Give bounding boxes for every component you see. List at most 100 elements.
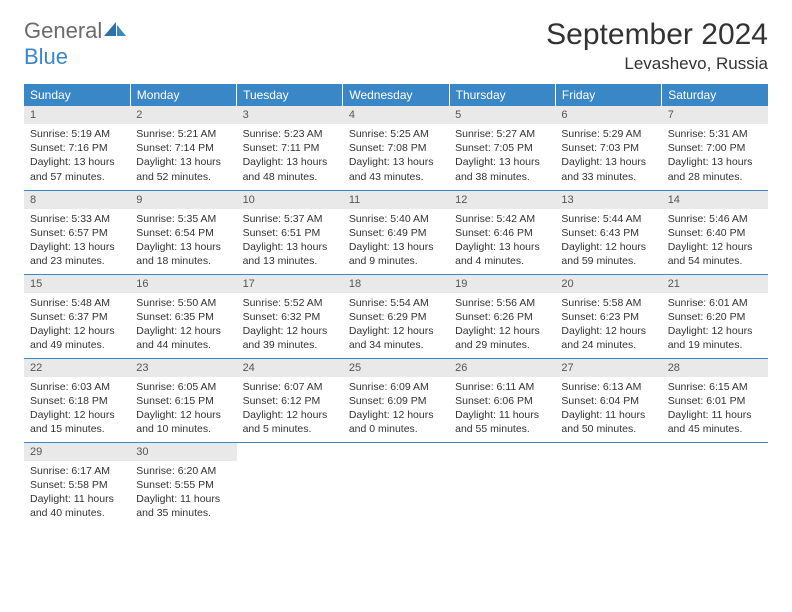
weekday-header: Saturday (662, 84, 768, 106)
day-content: Sunrise: 5:54 AMSunset: 6:29 PMDaylight:… (343, 293, 449, 357)
day-content: Sunrise: 6:01 AMSunset: 6:20 PMDaylight:… (662, 293, 768, 357)
calendar-cell: 4Sunrise: 5:25 AMSunset: 7:08 PMDaylight… (343, 106, 449, 190)
day-content: Sunrise: 5:50 AMSunset: 6:35 PMDaylight:… (130, 293, 236, 357)
day-number: 10 (237, 191, 343, 209)
day-number: 14 (662, 191, 768, 209)
day-content: Sunrise: 5:40 AMSunset: 6:49 PMDaylight:… (343, 209, 449, 273)
calendar-cell: 18Sunrise: 5:54 AMSunset: 6:29 PMDayligh… (343, 274, 449, 358)
day-number: 19 (449, 275, 555, 293)
calendar-cell: 8Sunrise: 5:33 AMSunset: 6:57 PMDaylight… (24, 190, 130, 274)
calendar-cell: 24Sunrise: 6:07 AMSunset: 6:12 PMDayligh… (237, 358, 343, 442)
calendar-cell: 7Sunrise: 5:31 AMSunset: 7:00 PMDaylight… (662, 106, 768, 190)
calendar-cell: 30Sunrise: 6:20 AMSunset: 5:55 PMDayligh… (130, 442, 236, 526)
calendar-table: SundayMondayTuesdayWednesdayThursdayFrid… (24, 84, 768, 526)
calendar-row: 1Sunrise: 5:19 AMSunset: 7:16 PMDaylight… (24, 106, 768, 190)
calendar-cell: 11Sunrise: 5:40 AMSunset: 6:49 PMDayligh… (343, 190, 449, 274)
day-content: Sunrise: 6:15 AMSunset: 6:01 PMDaylight:… (662, 377, 768, 441)
day-content: Sunrise: 5:42 AMSunset: 6:46 PMDaylight:… (449, 209, 555, 273)
day-number: 8 (24, 191, 130, 209)
day-content: Sunrise: 5:21 AMSunset: 7:14 PMDaylight:… (130, 124, 236, 188)
day-content: Sunrise: 6:20 AMSunset: 5:55 PMDaylight:… (130, 461, 236, 525)
logo-text-general: General (24, 18, 102, 43)
calendar-cell: 2Sunrise: 5:21 AMSunset: 7:14 PMDaylight… (130, 106, 236, 190)
day-number: 26 (449, 359, 555, 377)
day-content: Sunrise: 5:33 AMSunset: 6:57 PMDaylight:… (24, 209, 130, 273)
day-number: 28 (662, 359, 768, 377)
calendar-cell: .. (555, 442, 661, 526)
calendar-cell: 29Sunrise: 6:17 AMSunset: 5:58 PMDayligh… (24, 442, 130, 526)
day-content: Sunrise: 5:37 AMSunset: 6:51 PMDaylight:… (237, 209, 343, 273)
day-number: 15 (24, 275, 130, 293)
calendar-cell: 9Sunrise: 5:35 AMSunset: 6:54 PMDaylight… (130, 190, 236, 274)
calendar-cell: 1Sunrise: 5:19 AMSunset: 7:16 PMDaylight… (24, 106, 130, 190)
calendar-body: 1Sunrise: 5:19 AMSunset: 7:16 PMDaylight… (24, 106, 768, 526)
day-number: 23 (130, 359, 236, 377)
day-number: 30 (130, 443, 236, 461)
calendar-cell: 19Sunrise: 5:56 AMSunset: 6:26 PMDayligh… (449, 274, 555, 358)
header: General Blue September 2024 Levashevo, R… (24, 18, 768, 74)
day-number: 4 (343, 106, 449, 124)
calendar-cell: 5Sunrise: 5:27 AMSunset: 7:05 PMDaylight… (449, 106, 555, 190)
day-number: 7 (662, 106, 768, 124)
day-content: Sunrise: 6:07 AMSunset: 6:12 PMDaylight:… (237, 377, 343, 441)
day-number: 16 (130, 275, 236, 293)
day-number: 24 (237, 359, 343, 377)
calendar-cell: 21Sunrise: 6:01 AMSunset: 6:20 PMDayligh… (662, 274, 768, 358)
day-number: 12 (449, 191, 555, 209)
day-number: 21 (662, 275, 768, 293)
day-number: 9 (130, 191, 236, 209)
day-content: Sunrise: 5:23 AMSunset: 7:11 PMDaylight:… (237, 124, 343, 188)
logo-sail-icon (102, 20, 128, 38)
calendar-cell: 10Sunrise: 5:37 AMSunset: 6:51 PMDayligh… (237, 190, 343, 274)
calendar-cell: 17Sunrise: 5:52 AMSunset: 6:32 PMDayligh… (237, 274, 343, 358)
calendar-cell: 25Sunrise: 6:09 AMSunset: 6:09 PMDayligh… (343, 358, 449, 442)
weekday-header: Tuesday (237, 84, 343, 106)
day-content: Sunrise: 5:56 AMSunset: 6:26 PMDaylight:… (449, 293, 555, 357)
weekday-header: Wednesday (343, 84, 449, 106)
weekday-header-row: SundayMondayTuesdayWednesdayThursdayFrid… (24, 84, 768, 106)
calendar-cell: 15Sunrise: 5:48 AMSunset: 6:37 PMDayligh… (24, 274, 130, 358)
day-content: Sunrise: 5:29 AMSunset: 7:03 PMDaylight:… (555, 124, 661, 188)
day-number: 27 (555, 359, 661, 377)
weekday-header: Sunday (24, 84, 130, 106)
weekday-header: Monday (130, 84, 236, 106)
calendar-cell: 12Sunrise: 5:42 AMSunset: 6:46 PMDayligh… (449, 190, 555, 274)
day-content: Sunrise: 5:27 AMSunset: 7:05 PMDaylight:… (449, 124, 555, 188)
day-number: 17 (237, 275, 343, 293)
day-content: Sunrise: 5:25 AMSunset: 7:08 PMDaylight:… (343, 124, 449, 188)
calendar-cell: 6Sunrise: 5:29 AMSunset: 7:03 PMDaylight… (555, 106, 661, 190)
day-content: Sunrise: 5:19 AMSunset: 7:16 PMDaylight:… (24, 124, 130, 188)
day-number: 18 (343, 275, 449, 293)
calendar-cell: 13Sunrise: 5:44 AMSunset: 6:43 PMDayligh… (555, 190, 661, 274)
day-number: 6 (555, 106, 661, 124)
day-content: Sunrise: 5:58 AMSunset: 6:23 PMDaylight:… (555, 293, 661, 357)
weekday-header: Friday (555, 84, 661, 106)
day-content: Sunrise: 6:03 AMSunset: 6:18 PMDaylight:… (24, 377, 130, 441)
day-content: Sunrise: 6:09 AMSunset: 6:09 PMDaylight:… (343, 377, 449, 441)
calendar-cell: 23Sunrise: 6:05 AMSunset: 6:15 PMDayligh… (130, 358, 236, 442)
location-label: Levashevo, Russia (546, 54, 768, 74)
page-title: September 2024 (546, 18, 768, 52)
day-content: Sunrise: 5:44 AMSunset: 6:43 PMDaylight:… (555, 209, 661, 273)
calendar-cell: 28Sunrise: 6:15 AMSunset: 6:01 PMDayligh… (662, 358, 768, 442)
calendar-cell: .. (237, 442, 343, 526)
logo-text-blue: Blue (24, 44, 68, 69)
day-content: Sunrise: 6:17 AMSunset: 5:58 PMDaylight:… (24, 461, 130, 525)
day-content: Sunrise: 5:35 AMSunset: 6:54 PMDaylight:… (130, 209, 236, 273)
calendar-cell: 14Sunrise: 5:46 AMSunset: 6:40 PMDayligh… (662, 190, 768, 274)
day-number: 25 (343, 359, 449, 377)
calendar-row: 8Sunrise: 5:33 AMSunset: 6:57 PMDaylight… (24, 190, 768, 274)
calendar-cell: 26Sunrise: 6:11 AMSunset: 6:06 PMDayligh… (449, 358, 555, 442)
day-number: 22 (24, 359, 130, 377)
calendar-row: 29Sunrise: 6:17 AMSunset: 5:58 PMDayligh… (24, 442, 768, 526)
weekday-header: Thursday (449, 84, 555, 106)
day-content: Sunrise: 5:48 AMSunset: 6:37 PMDaylight:… (24, 293, 130, 357)
day-content: Sunrise: 5:52 AMSunset: 6:32 PMDaylight:… (237, 293, 343, 357)
calendar-cell: 3Sunrise: 5:23 AMSunset: 7:11 PMDaylight… (237, 106, 343, 190)
day-content: Sunrise: 6:05 AMSunset: 6:15 PMDaylight:… (130, 377, 236, 441)
day-content: Sunrise: 5:31 AMSunset: 7:00 PMDaylight:… (662, 124, 768, 188)
day-content: Sunrise: 6:13 AMSunset: 6:04 PMDaylight:… (555, 377, 661, 441)
day-number: 13 (555, 191, 661, 209)
day-number: 1 (24, 106, 130, 124)
title-block: September 2024 Levashevo, Russia (546, 18, 768, 74)
